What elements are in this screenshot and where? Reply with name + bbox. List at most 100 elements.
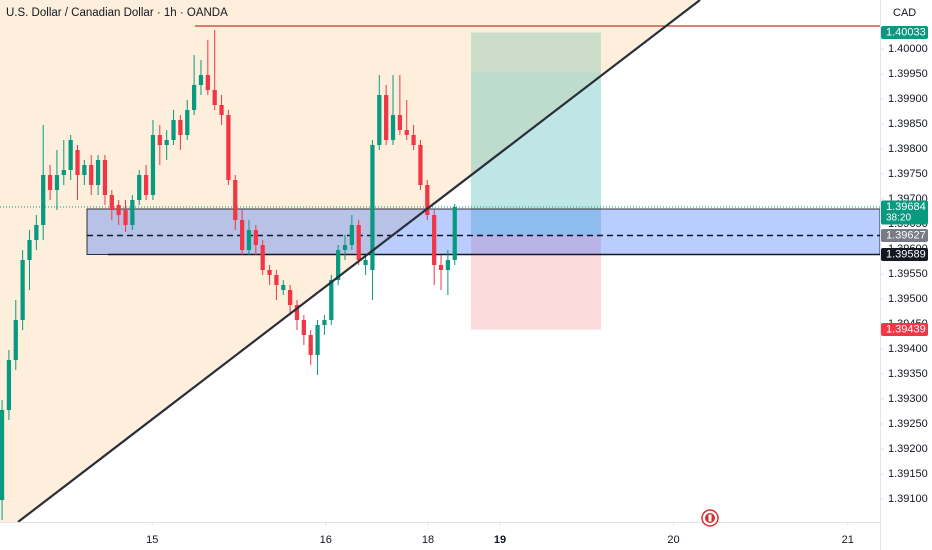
candle-body xyxy=(47,175,53,190)
candle-body xyxy=(425,185,430,215)
y-tick-label: 1.39300 xyxy=(888,393,928,405)
candle-body xyxy=(0,410,5,500)
candle-body xyxy=(41,175,46,225)
candle-body xyxy=(315,325,320,355)
price-label-box xyxy=(881,248,928,261)
candle-body xyxy=(274,275,279,285)
price-label: 1.39684 xyxy=(886,201,926,213)
candle-body xyxy=(452,207,457,260)
candle-body xyxy=(102,160,108,195)
candle-body xyxy=(157,135,162,145)
candle-body xyxy=(82,165,87,175)
candle-body xyxy=(226,115,231,180)
y-tick-label: 1.39800 xyxy=(888,143,928,155)
y-tick-label: 1.39750 xyxy=(888,168,928,180)
candle-body xyxy=(212,90,217,105)
x-tick-label: 16 xyxy=(320,534,332,546)
price-axis xyxy=(880,0,932,550)
candle-body xyxy=(123,210,128,225)
chart-title: U.S. Dollar / Canadian Dollar · 1h · OAN… xyxy=(6,7,228,19)
candle-body xyxy=(137,175,142,200)
y-tick-label: 1.39950 xyxy=(888,68,928,80)
x-tick-label: 19 xyxy=(494,534,506,546)
y-tick-label: 1.39250 xyxy=(888,418,928,430)
candle-body xyxy=(219,105,224,115)
candle-body xyxy=(390,115,396,140)
candle-body xyxy=(349,225,354,245)
price-label: 1.39439 xyxy=(886,323,926,335)
y-tick-label: 1.39500 xyxy=(888,293,928,305)
candle-body xyxy=(342,245,348,250)
candle-body xyxy=(171,120,176,140)
candle-body xyxy=(246,230,252,250)
candle-body xyxy=(281,285,286,290)
price-label-box xyxy=(881,323,928,336)
price-label: 1.39589 xyxy=(886,248,926,260)
candle-body xyxy=(34,225,39,240)
candle-body xyxy=(322,320,327,325)
candle-body xyxy=(143,175,149,195)
y-tick-label: 1.39150 xyxy=(888,468,928,480)
y-tick-label: 1.39200 xyxy=(888,443,928,455)
x-tick-label: 18 xyxy=(422,534,434,546)
position-profit-tint xyxy=(471,72,601,236)
zone xyxy=(86,208,881,255)
candle-body xyxy=(68,140,73,170)
y-tick-label: 1.39900 xyxy=(888,93,928,105)
candle-body xyxy=(377,95,382,145)
candle-body xyxy=(61,170,66,175)
x-tick-label: 21 xyxy=(842,534,854,546)
candle-body xyxy=(191,85,197,110)
candle-body xyxy=(198,75,204,85)
candle-body xyxy=(288,290,293,305)
candle-body xyxy=(109,195,114,210)
candle-body xyxy=(432,215,437,265)
price-label-box xyxy=(881,26,928,39)
trendline xyxy=(17,0,701,523)
candle-body xyxy=(253,230,258,245)
x-tick-label: 15 xyxy=(146,534,158,546)
candle-body xyxy=(336,250,341,280)
candle-body xyxy=(260,245,265,270)
candle-body xyxy=(301,320,306,335)
candle-body xyxy=(438,265,444,270)
candle-body xyxy=(13,320,18,360)
price-label: 1.40033 xyxy=(886,26,926,38)
position-profit xyxy=(471,32,601,236)
candle-body xyxy=(370,145,375,270)
x-tick-label: 20 xyxy=(667,534,679,546)
price-label: 1.39627 xyxy=(886,229,926,241)
candle-body xyxy=(356,225,361,260)
candle-body xyxy=(185,110,190,135)
candle-body xyxy=(178,120,183,135)
candle-body xyxy=(6,360,12,410)
y-tick-label: 1.39850 xyxy=(888,118,928,130)
candle-body xyxy=(384,95,389,140)
candle-body xyxy=(205,75,210,90)
y-tick-label: 1.40000 xyxy=(888,43,928,55)
candle-body xyxy=(20,260,25,320)
candle-body xyxy=(27,240,32,260)
y-tick-label: 1.39550 xyxy=(888,268,928,280)
plot xyxy=(0,25,881,520)
currency: CAD xyxy=(893,7,916,19)
candle-body xyxy=(164,140,169,145)
candle-body xyxy=(404,130,409,135)
candle-body xyxy=(294,305,300,320)
y-tick-label: 1.39400 xyxy=(888,343,928,355)
price-label-box xyxy=(881,200,928,225)
candle-body xyxy=(95,160,101,185)
candle-body xyxy=(329,280,334,320)
candle-body xyxy=(418,145,423,185)
candle-body xyxy=(54,175,60,190)
candle-body xyxy=(397,115,403,130)
candle-body xyxy=(445,260,451,270)
candle-body xyxy=(130,200,135,225)
price-label-box xyxy=(881,229,928,242)
event-icon xyxy=(701,509,719,527)
y-tick-label: 1.39350 xyxy=(888,368,928,380)
position-loss xyxy=(471,235,601,330)
countdown: 38:20 xyxy=(886,213,911,224)
y-tick-label: 1.39100 xyxy=(888,493,928,505)
